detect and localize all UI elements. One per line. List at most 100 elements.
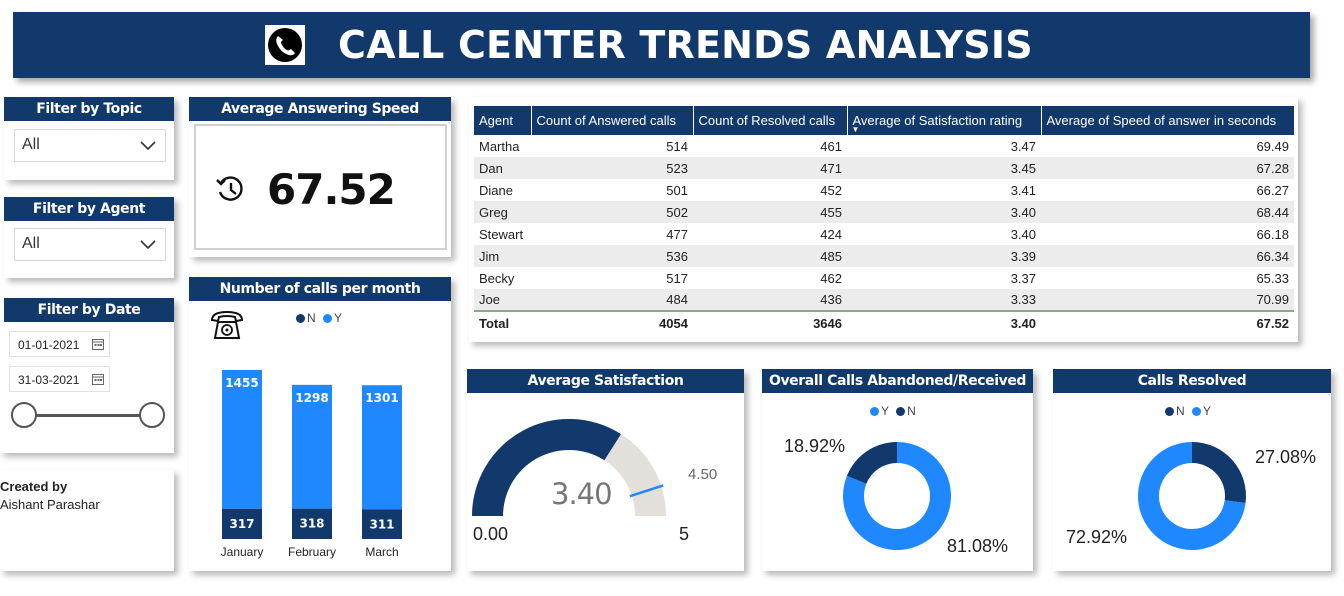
legend-item-y[interactable]: Y <box>1192 404 1211 418</box>
table-row[interactable]: Stewart 477 424 3.40 66.18 <box>474 223 1294 245</box>
topic-filter-title: Filter by Topic <box>4 97 174 121</box>
gauge-min-label: 0.00 <box>473 524 509 544</box>
table-cell: 66.34 <box>1041 245 1294 267</box>
phone-icon <box>265 25 305 65</box>
table-row[interactable]: Martha 514 461 3.47 69.49 <box>474 135 1294 157</box>
table-cell: 523 <box>531 157 693 179</box>
x-axis-tick-label: February <box>288 545 336 559</box>
table-cell: Martha <box>479 138 520 154</box>
table-cell: 67.28 <box>1041 157 1294 179</box>
table-cell: 455 <box>693 201 847 223</box>
table-cell: 3.40 <box>1010 226 1036 242</box>
table-cell: Becky <box>479 270 515 286</box>
table-cell: 436 <box>693 289 847 311</box>
agent-filter-title: Filter by Agent <box>4 197 174 221</box>
table-cell: 65.33 <box>1256 270 1289 286</box>
agent-dropdown[interactable]: All <box>14 228 166 261</box>
date-slider-track[interactable] <box>24 414 152 417</box>
table-row[interactable]: Jim 536 485 3.39 66.34 <box>474 245 1294 267</box>
telephone-icon <box>209 308 245 342</box>
column-header-satisfaction[interactable]: Average of Satisfaction rating ▼ <box>847 106 1042 135</box>
date-slider-end-handle[interactable] <box>139 402 165 428</box>
column-header-agent[interactable]: Agent <box>474 106 532 135</box>
column-header-answered[interactable]: Count of Answered calls <box>531 106 694 135</box>
abandoned-donut-chart <box>843 442 951 550</box>
table-cell: 66.27 <box>1256 182 1289 198</box>
table-cell: 517 <box>666 270 688 286</box>
bar-y-january[interactable] <box>222 369 262 509</box>
title-banner: CALL CENTER TRENDS ANALYSIS <box>13 12 1310 78</box>
table-cell: 68.44 <box>1041 201 1294 223</box>
donut-slice-n[interactable] <box>1192 442 1246 504</box>
table-cell: 484 <box>531 289 693 311</box>
date-slider-start-handle[interactable] <box>11 402 37 428</box>
answering-speed-title: Average Answering Speed <box>189 97 451 121</box>
table-cell: 502 <box>531 201 693 223</box>
date-filter-card: Filter by Date 01-01-2021 31-03-2021 <box>0 298 174 453</box>
bar-n-january[interactable] <box>222 508 262 539</box>
resolved-card: Calls Resolved N Y 27.08% 72.92% <box>1053 369 1331 571</box>
resolved-large-label: 72.92% <box>1066 527 1128 547</box>
topic-filter-card: Filter by Topic All <box>4 97 174 180</box>
donut-slice-y[interactable] <box>1138 442 1246 550</box>
table-row[interactable]: Dan 523 471 3.45 67.28 <box>474 157 1294 179</box>
table-row[interactable]: Diane 501 452 3.41 66.27 <box>474 179 1294 201</box>
credit-label: Created by <box>0 479 68 494</box>
abandoned-legend: Y N <box>870 404 916 418</box>
chevron-down-icon <box>140 141 156 151</box>
column-header-speed[interactable]: Average of Speed of answer in seconds <box>1041 106 1294 135</box>
resolved-donut-chart <box>1138 442 1246 550</box>
agent-table: Agent Count of Answered calls Count of R… <box>474 106 1294 334</box>
agent-table-header: Agent Count of Answered calls Count of R… <box>474 106 1294 135</box>
table-row[interactable]: Becky 517 462 3.37 65.33 <box>474 267 1294 289</box>
gauge-target-marker <box>629 484 664 498</box>
legend-item-y[interactable]: Y <box>870 404 889 418</box>
table-cell: 3.45 <box>847 157 1041 179</box>
topic-dropdown[interactable]: All <box>14 129 166 162</box>
table-row[interactable]: Greg 502 455 3.40 68.44 <box>474 201 1294 223</box>
calls-per-month-legend: N Y <box>296 311 342 325</box>
answering-speed-panel <box>194 124 447 250</box>
table-total-cell: 3646 <box>693 310 847 334</box>
table-row[interactable]: Joe 484 436 3.33 70.99 <box>474 289 1294 311</box>
bar-y-february[interactable] <box>292 384 332 509</box>
gauge-fill[interactable] <box>472 419 621 516</box>
table-cell: 536 <box>531 245 693 267</box>
table-cell: 3.39 <box>847 245 1041 267</box>
donut-slice-n[interactable] <box>846 442 897 484</box>
legend-item-y[interactable]: Y <box>323 311 342 325</box>
gauge-target-label: 4.50 <box>688 466 718 483</box>
table-total-cell: 4054 <box>531 310 693 334</box>
bar-n-february[interactable] <box>292 508 332 539</box>
legend-item-n[interactable]: N <box>296 311 316 325</box>
resolved-small-label: 27.08% <box>1255 447 1317 467</box>
satisfaction-title: Average Satisfaction <box>467 369 744 393</box>
table-cell: Diane <box>479 182 513 198</box>
end-date-input[interactable]: 31-03-2021 <box>9 366 110 392</box>
calls-per-month-title: Number of calls per month <box>189 277 451 301</box>
topic-dropdown-value: All <box>22 136 40 153</box>
donut-slice-y[interactable] <box>843 442 951 550</box>
table-cell: 452 <box>820 182 842 198</box>
page-title: CALL CENTER TRENDS ANALYSIS <box>338 23 1033 67</box>
column-header-resolved[interactable]: Count of Resolved calls <box>693 106 848 135</box>
legend-item-n[interactable]: N <box>896 404 916 418</box>
table-total-cell: 67.52 <box>1041 310 1294 334</box>
table-cell: Dan <box>474 157 531 179</box>
gauge-max-label: 5 <box>679 524 690 544</box>
credit-card: Created by Aishant Parashar <box>0 470 174 571</box>
end-date-value: 31-03-2021 <box>18 373 80 387</box>
bar-n-march[interactable] <box>362 509 402 539</box>
table-cell: 485 <box>693 245 847 267</box>
satisfaction-card: Average Satisfaction 3.40 0.00 5 4.50 <box>467 369 744 571</box>
table-cell: Stewart <box>479 226 524 242</box>
answering-speed-card: Average Answering Speed 67.52 <box>189 97 451 257</box>
legend-item-n[interactable]: N <box>1165 404 1185 418</box>
table-cell: 3.47 <box>1010 138 1036 154</box>
clock-history-icon <box>214 173 246 205</box>
answering-speed-value: 67.52 <box>267 165 396 214</box>
start-date-input[interactable]: 01-01-2021 <box>9 331 110 357</box>
abandoned-small-label: 18.92% <box>784 436 846 456</box>
agent-filter-card: Filter by Agent All <box>4 197 174 278</box>
bar-y-march[interactable] <box>362 385 402 510</box>
